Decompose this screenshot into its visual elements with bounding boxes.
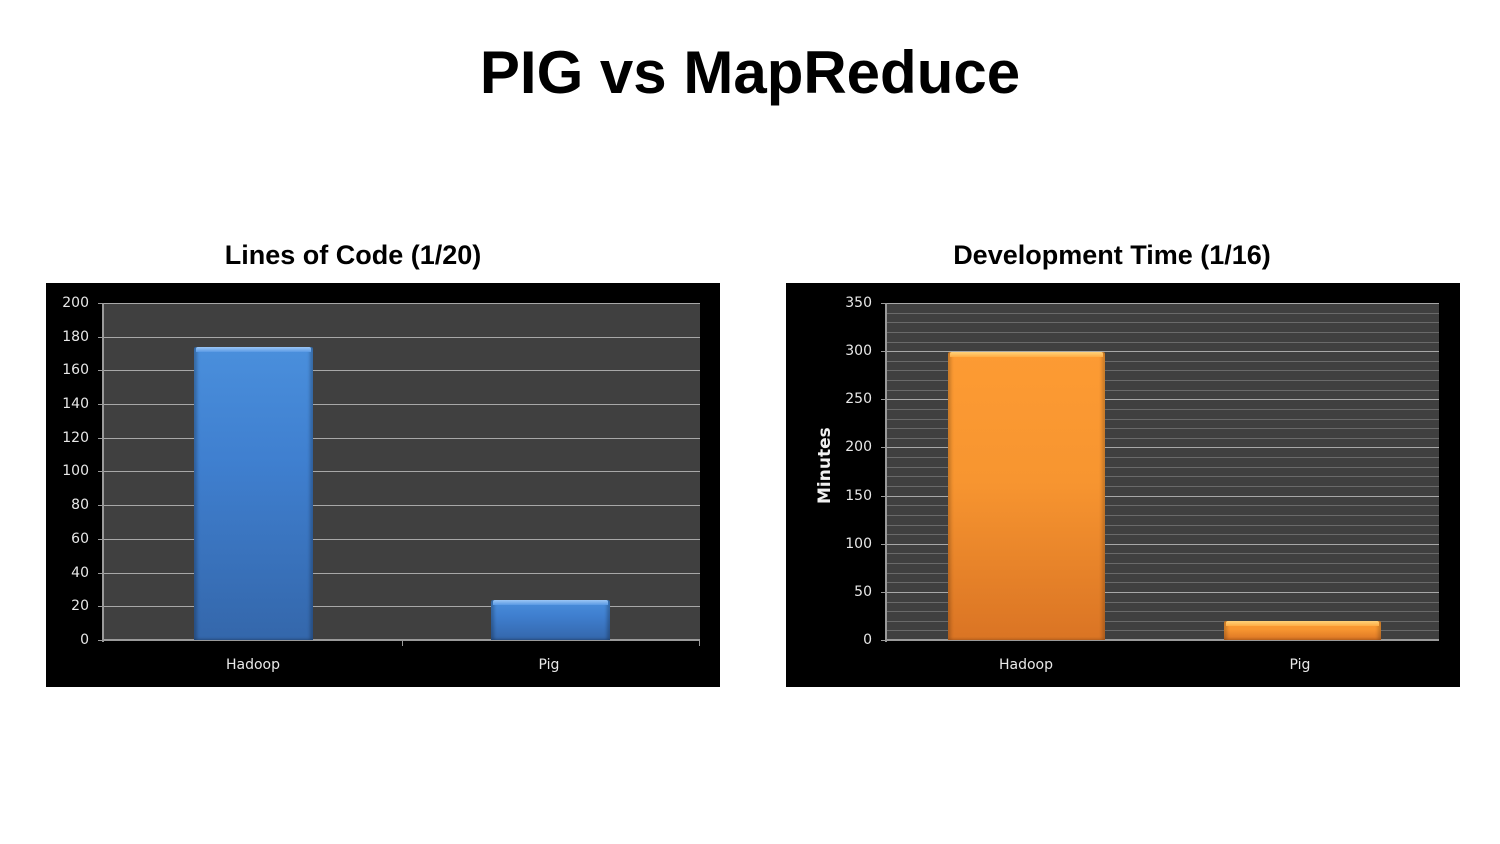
x-label-hadoop: Hadoop [998,657,1053,673]
y-tick-label: 250 [845,391,872,407]
y-tick-label: 100 [845,536,872,552]
bar-pig [491,600,610,640]
y-tick-label: 160 [62,362,89,378]
y-tick-label: 0 [80,632,89,648]
y-tick-label: 300 [845,343,872,359]
x-axis [885,639,1439,641]
y-tick-label: 40 [71,565,89,581]
bar-hadoop [194,347,313,640]
x-axis [102,639,700,641]
y-tick-label: 60 [71,531,89,547]
y-tick-label: 180 [62,329,89,345]
plot-area [102,303,700,642]
y-tick-label: 150 [845,488,872,504]
chart-title-development-time: Development Time (1/16) [953,240,1271,270]
y-tick-label: 200 [845,439,872,455]
y-tick-label: 140 [62,396,89,412]
chart-development-time: Minutes 350 300 250 200 150 100 50 0 Had… [786,283,1460,687]
plot-area [885,303,1439,642]
y-tick-label: 120 [62,430,89,446]
y-axis [885,303,887,642]
bar-hadoop [948,352,1105,640]
y-tick-label: 80 [71,497,89,513]
slide-title: PIG vs MapReduce [479,39,1021,106]
x-label-pig: Pig [538,657,560,673]
y-tick-label: 200 [62,295,89,311]
x-label-pig: Pig [1289,657,1311,673]
x-label-hadoop: Hadoop [225,657,280,673]
y-tick-label: 20 [71,598,89,614]
chart-lines-of-code: 200 180 160 140 120 100 80 60 40 20 0 Ha… [46,283,720,687]
y-tick-label: 0 [863,632,872,648]
chart-title-lines-of-code: Lines of Code (1/20) [224,240,482,270]
bar-pig [1224,621,1381,640]
y-tick-label: 100 [62,463,89,479]
y-tick-label: 350 [845,295,872,311]
y-axis [102,303,104,642]
y-tick-label: 50 [854,584,872,600]
